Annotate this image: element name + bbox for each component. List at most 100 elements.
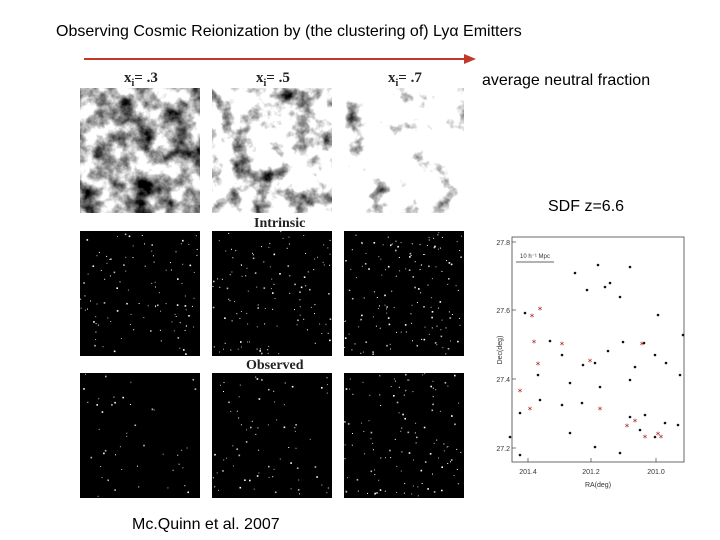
row-label-observed: Observed	[246, 358, 304, 373]
emitter-dot	[376, 492, 378, 494]
emitter-dot	[273, 468, 275, 470]
emitter-dot	[169, 262, 171, 264]
emitter-dot	[98, 428, 100, 430]
emitter-dot	[127, 289, 129, 291]
emitter-dot	[375, 325, 377, 327]
emitter-dot	[100, 466, 102, 467]
emitter-dot	[185, 353, 187, 355]
emitter-dot	[263, 287, 266, 289]
emitter-dot	[290, 488, 292, 490]
emitter-dot	[236, 410, 238, 412]
emitter-dot	[223, 391, 224, 392]
emitter-dot	[439, 301, 442, 303]
emitter-dot	[444, 382, 447, 384]
emitter-dot	[240, 346, 242, 348]
sdf-asterisk: *	[528, 406, 533, 416]
emitter-dot	[155, 286, 156, 288]
emitter-dot	[395, 240, 397, 242]
emitter-dot	[246, 429, 247, 431]
emitter-dot	[354, 343, 356, 345]
emitter-dot	[176, 304, 179, 306]
emitter-dot	[400, 430, 402, 432]
emitter-dot	[126, 432, 128, 434]
emitter-dot	[303, 318, 305, 320]
xtick-201-2: 201.2	[582, 469, 600, 476]
emitter-dot	[360, 352, 362, 354]
emitter-dot	[417, 486, 419, 488]
emitter-dot	[289, 275, 291, 277]
emitter-dot	[456, 469, 458, 470]
emitter-dot	[450, 461, 451, 463]
emitter-dot	[443, 450, 445, 452]
emitter-dot	[414, 432, 416, 434]
emitter-dot	[299, 493, 300, 495]
emitter-dot	[295, 424, 297, 426]
emitter-dot	[256, 326, 258, 328]
emitter-dot	[274, 401, 276, 403]
emitter-dot	[379, 327, 381, 329]
emitter-dot	[151, 250, 153, 252]
emitter-dot	[403, 394, 405, 396]
emitter-dot	[229, 274, 231, 276]
emitter-dot	[458, 402, 460, 404]
emitter-dot	[237, 348, 239, 350]
emitter-dot	[314, 342, 316, 344]
ionization-map-3	[344, 88, 464, 213]
emitter-dot	[129, 324, 131, 325]
emitter-dot	[449, 317, 452, 319]
emitter-dot	[185, 309, 187, 311]
emitter-dot	[344, 421, 346, 423]
emitter-dot	[409, 252, 412, 255]
emitter-dot	[95, 331, 97, 333]
emitter-dot	[123, 264, 125, 266]
emitter-dot	[393, 307, 395, 308]
emitter-dot	[447, 348, 450, 350]
sdf-asterisk: *	[518, 388, 523, 398]
emitter-dot	[97, 495, 99, 497]
ytick-27-8: 27.8	[496, 240, 510, 247]
emitter-dot	[373, 242, 376, 244]
emitter-dot	[130, 381, 132, 383]
emitter-dot	[193, 297, 195, 299]
intrinsic-panel-2	[212, 231, 332, 356]
emitter-dot	[385, 269, 386, 271]
emitter-dot	[122, 396, 124, 399]
emitter-dot	[351, 349, 353, 351]
sdf-point	[633, 365, 637, 369]
emitter-dot	[389, 449, 391, 452]
observed-panel-2	[212, 373, 332, 498]
emitter-dot	[400, 470, 402, 472]
emitter-dot	[226, 457, 228, 459]
emitter-dot	[125, 270, 127, 272]
emitter-dot	[171, 321, 173, 323]
emitter-dot	[110, 258, 112, 260]
emitter-dot	[80, 298, 82, 300]
emitter-dot	[427, 488, 429, 490]
emitter-dot	[362, 381, 364, 383]
neutral-fraction-arrow	[84, 54, 476, 64]
emitter-dot	[288, 243, 290, 245]
emitter-dot	[355, 277, 357, 279]
emitter-dot	[268, 465, 270, 468]
emitter-dot	[430, 297, 432, 299]
ytick-27-6: 27.6	[496, 308, 510, 315]
emitter-dot	[411, 243, 413, 245]
emitter-dot	[387, 265, 390, 268]
emitter-dot	[447, 463, 449, 464]
emitter-dot	[217, 278, 219, 280]
xi-label-3: xi= .7	[388, 70, 422, 89]
emitter-dot	[177, 454, 179, 456]
emitter-dot	[279, 458, 281, 460]
emitter-dot	[154, 281, 156, 283]
emitter-dot	[232, 465, 234, 467]
emitter-dot	[261, 246, 263, 248]
emitter-dot	[87, 273, 89, 275]
emitter-dot	[411, 493, 413, 495]
sdf-asterisk: *	[659, 434, 664, 444]
emitter-dot	[420, 469, 423, 472]
emitter-dot	[186, 325, 188, 327]
emitter-dot	[223, 348, 224, 350]
emitter-dot	[216, 472, 218, 474]
emitter-dot	[231, 248, 232, 250]
sdf-asterisk: *	[538, 306, 543, 316]
